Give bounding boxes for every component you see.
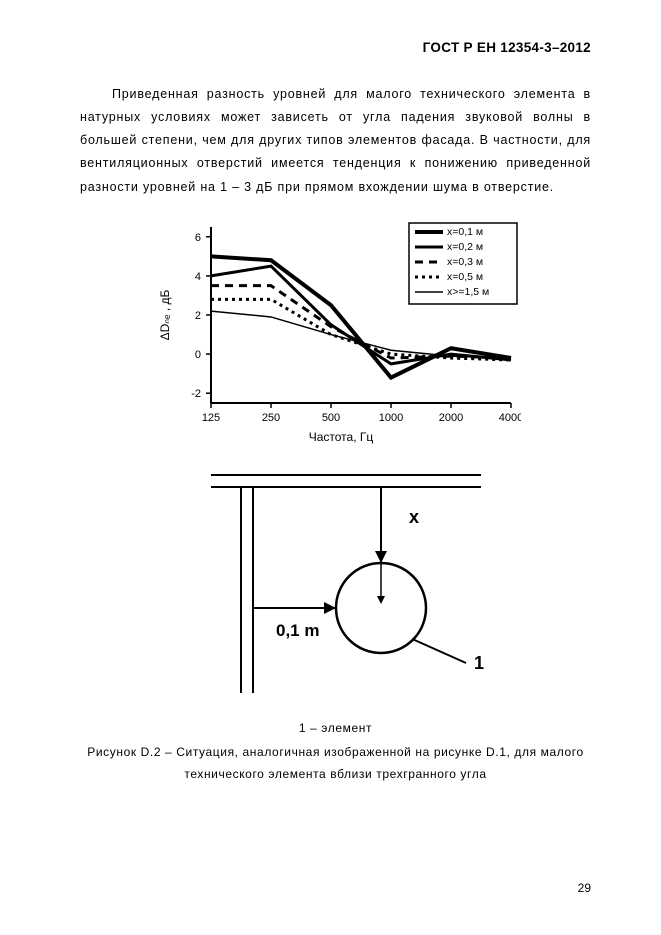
svg-text:125: 125 xyxy=(201,412,219,424)
svg-text:1000: 1000 xyxy=(378,412,402,424)
svg-text:2: 2 xyxy=(194,310,200,322)
svg-text:ΔDₙₑ , дБ: ΔDₙₑ , дБ xyxy=(158,289,172,340)
svg-text:x>=1,5 м: x>=1,5 м xyxy=(447,286,489,298)
chart-container: -2 0 2 4 6 125 250 500 1000 2000 4000 Частота, Гц ΔD… xyxy=(80,217,591,447)
svg-text:x=0,3 м: x=0,3 м xyxy=(447,256,483,268)
line-chart: -2 0 2 4 6 125 250 500 1000 2000 4000 Частота, Гц ΔD… xyxy=(151,217,521,447)
svg-text:0: 0 xyxy=(194,349,200,361)
svg-text:2000: 2000 xyxy=(438,412,462,424)
svg-text:500: 500 xyxy=(321,412,339,424)
figure-caption: Рисунок D.2 – Ситуация, аналогичная изоб… xyxy=(80,741,591,785)
svg-text:x=0,1 м: x=0,1 м xyxy=(447,226,483,238)
svg-text:x=0,5 м: x=0,5 м xyxy=(447,271,483,283)
legend-note: 1 – элемент xyxy=(80,721,591,735)
body-paragraph: Приведенная разность уровней для малого … xyxy=(80,83,591,199)
svg-text:x: x xyxy=(409,507,419,527)
corner-diagram: x 0,1 m 1 xyxy=(181,453,491,703)
svg-text:6: 6 xyxy=(194,231,200,243)
doc-header: ГОСТ Р ЕН 12354-3–2012 xyxy=(80,40,591,55)
diagram-container: x 0,1 m 1 xyxy=(80,453,591,703)
svg-text:x=0,2 м: x=0,2 м xyxy=(447,241,483,253)
svg-text:Частота, Гц: Частота, Гц xyxy=(308,430,373,444)
svg-text:-2: -2 xyxy=(191,388,201,400)
svg-text:1: 1 xyxy=(474,653,484,673)
svg-text:250: 250 xyxy=(261,412,279,424)
svg-text:4000: 4000 xyxy=(498,412,520,424)
svg-text:0,1 m: 0,1 m xyxy=(276,621,319,640)
svg-text:4: 4 xyxy=(194,271,200,283)
page-number: 29 xyxy=(578,881,591,895)
